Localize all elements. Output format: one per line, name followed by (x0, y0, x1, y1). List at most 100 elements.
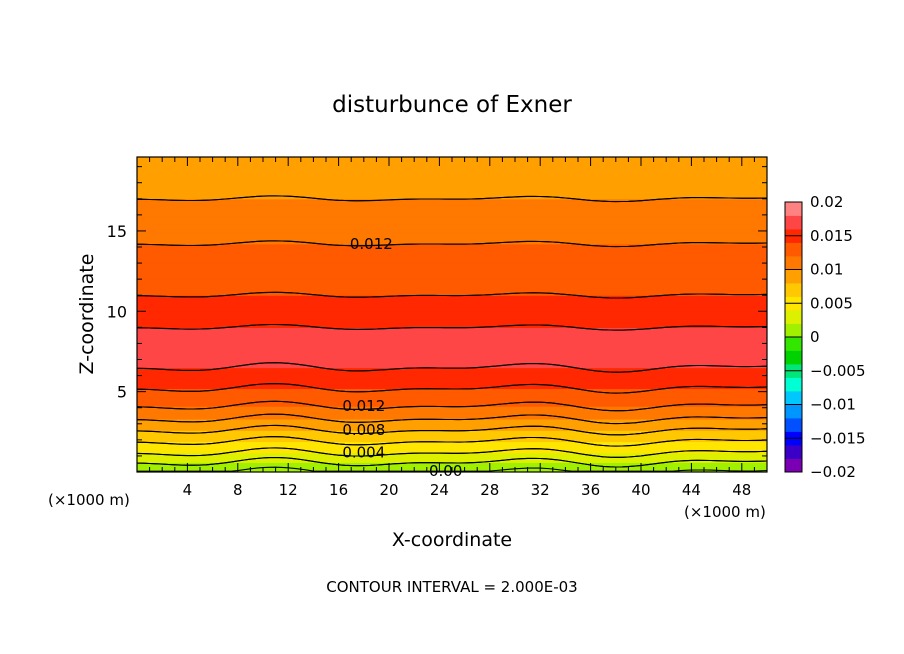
color-band (137, 463, 767, 466)
color-band (137, 256, 767, 259)
x-tick-label: 8 (233, 481, 243, 499)
color-band (137, 336, 767, 338)
color-band (137, 357, 767, 360)
color-band (137, 414, 767, 416)
colorbar-label: −0.005 (810, 362, 866, 380)
color-band (137, 411, 767, 414)
color-band (137, 310, 767, 312)
color-band (137, 270, 767, 272)
color-band (137, 372, 767, 374)
color-band (137, 238, 767, 241)
color-band (137, 196, 767, 198)
color-band (137, 274, 767, 276)
color-band (137, 386, 767, 388)
color-band (137, 289, 767, 291)
color-band (137, 341, 767, 344)
color-band (137, 245, 767, 247)
color-band (137, 325, 767, 328)
color-band (137, 267, 767, 270)
color-band (137, 343, 767, 345)
color-band (137, 264, 767, 267)
color-band (137, 464, 767, 467)
color-band (137, 263, 767, 266)
contour-line (137, 195, 767, 203)
color-band (137, 190, 767, 193)
color-band (137, 443, 767, 446)
color-band (137, 211, 767, 214)
color-band (137, 224, 767, 226)
color-band (137, 329, 767, 332)
color-band (137, 292, 767, 294)
x-unit-right: (×1000 m) (684, 503, 766, 521)
color-band (137, 173, 767, 175)
color-band (137, 288, 767, 291)
color-band (137, 278, 767, 280)
color-band (137, 339, 767, 341)
color-band (137, 375, 767, 377)
color-band (137, 373, 767, 375)
color-band (137, 263, 767, 265)
color-band (137, 395, 767, 398)
contour-label: 0.00 (429, 462, 462, 480)
color-band (137, 236, 767, 238)
color-band (137, 461, 767, 463)
color-band (137, 348, 767, 350)
color-band (137, 356, 767, 358)
color-band (137, 255, 767, 257)
color-band (137, 408, 767, 410)
color-band (137, 293, 767, 296)
contour-line (137, 362, 767, 373)
y-tick-label: 5 (117, 383, 127, 402)
color-band (137, 459, 767, 461)
color-band (137, 338, 767, 341)
colorbar-label: 0.02 (810, 193, 843, 211)
color-band (137, 443, 767, 445)
color-band (137, 246, 767, 248)
color-band (137, 320, 767, 322)
color-band (137, 455, 767, 458)
contour-line (137, 240, 767, 248)
color-band (137, 203, 767, 206)
color-band (137, 357, 767, 359)
color-band (137, 335, 767, 337)
color-band (137, 251, 767, 253)
color-band (137, 362, 767, 365)
x-tick-label: 40 (631, 481, 650, 499)
color-band (137, 313, 767, 316)
color-band (137, 449, 767, 451)
color-band (137, 312, 767, 314)
color-band (137, 352, 767, 354)
color-band (137, 174, 767, 177)
color-band (137, 380, 767, 382)
color-band (137, 257, 767, 259)
color-band (137, 249, 767, 251)
color-band (137, 394, 767, 397)
color-band (137, 187, 767, 189)
color-band (137, 291, 767, 293)
color-band (137, 227, 767, 230)
color-band (137, 269, 767, 271)
color-band (137, 189, 767, 191)
color-band (137, 435, 767, 437)
color-band (137, 226, 767, 228)
color-band (137, 384, 767, 386)
color-band (137, 402, 767, 404)
colorbar-swatch (785, 310, 802, 324)
contour-line (137, 413, 767, 425)
color-band (137, 422, 767, 424)
contour-label: 0.012 (342, 397, 385, 415)
color-band (137, 271, 767, 273)
color-band (137, 393, 767, 395)
color-band (137, 320, 767, 323)
color-band (137, 435, 767, 438)
color-band (137, 317, 767, 320)
color-band (137, 330, 767, 332)
y-axis-label: Z-coordinate (76, 254, 98, 375)
color-band (137, 282, 767, 284)
color-band (137, 279, 767, 282)
color-band (137, 439, 767, 442)
color-band (137, 296, 767, 298)
color-band (137, 169, 767, 171)
colorbar-swatch (785, 404, 802, 419)
